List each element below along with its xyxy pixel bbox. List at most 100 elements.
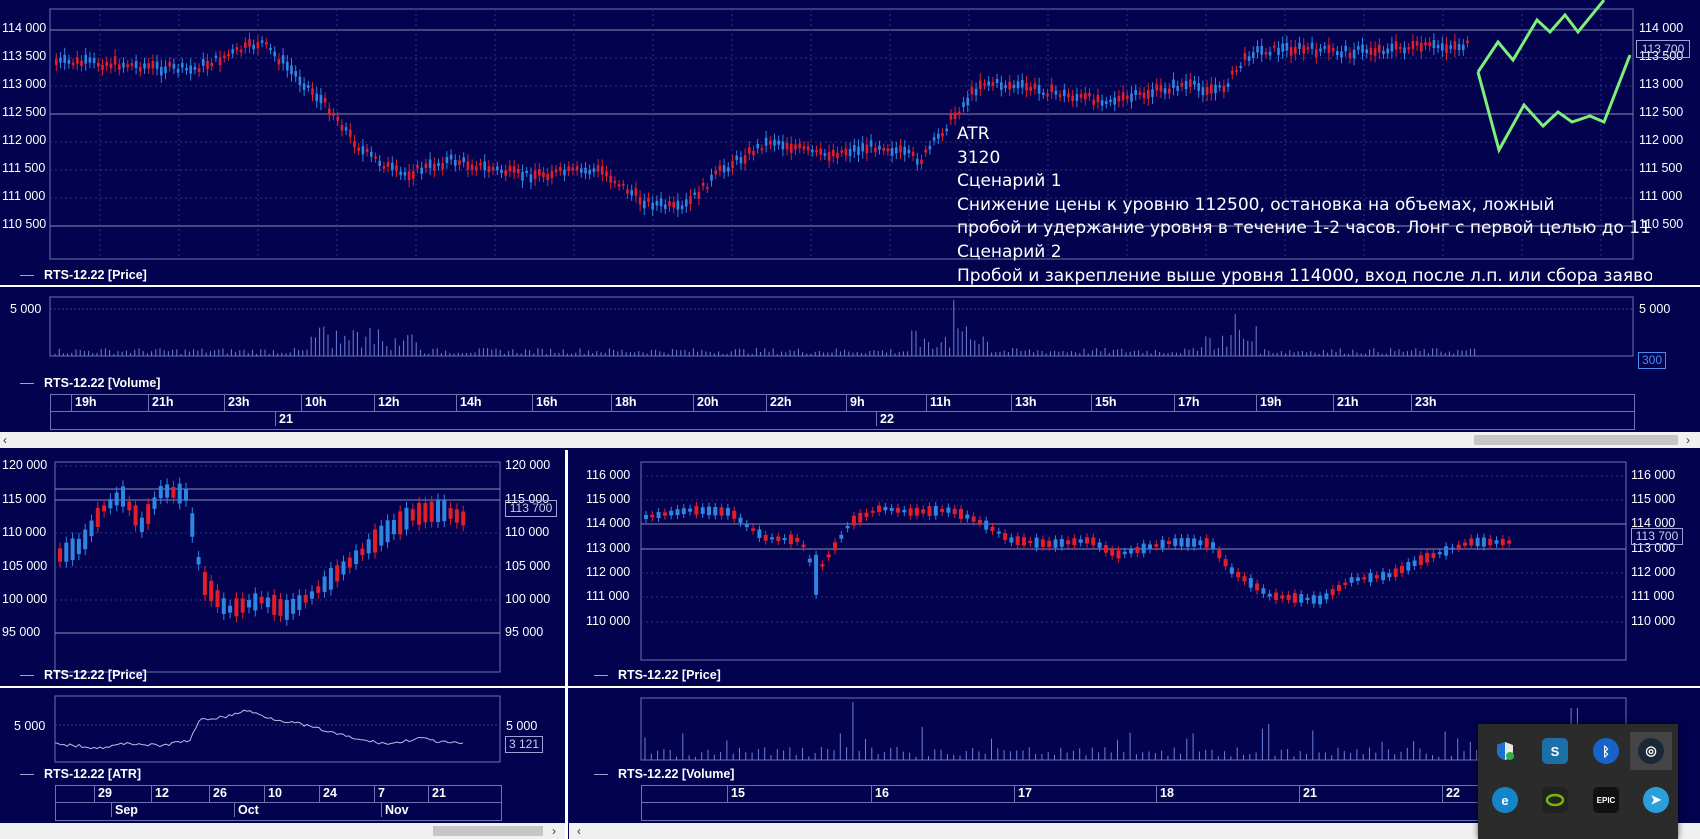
br-price-chart[interactable] <box>569 450 1700 687</box>
candle-body <box>127 501 132 511</box>
candle-body <box>965 514 970 519</box>
candle-body <box>1294 46 1297 54</box>
br-scroll-left-icon[interactable]: ‹ <box>577 824 581 838</box>
candle-body <box>322 576 327 592</box>
candle-body <box>1159 84 1163 92</box>
y-tick-right: 113 000 <box>1639 77 1684 91</box>
candle-body <box>1201 87 1205 96</box>
y-tick-right: 111 500 <box>1639 161 1683 175</box>
candle-body <box>1450 547 1455 550</box>
candle-body <box>1004 84 1007 88</box>
candle-body <box>732 510 737 519</box>
top-price-chart[interactable] <box>0 0 1700 284</box>
candle-body <box>118 64 121 70</box>
candle-body <box>1189 79 1192 87</box>
time-tick: 12h <box>374 395 400 411</box>
candle-body <box>1142 92 1146 99</box>
time-tick: 17h <box>1174 395 1200 411</box>
candle-body <box>508 165 512 172</box>
candle-body <box>839 534 844 539</box>
candle-body <box>382 165 386 169</box>
br-time-axis: 15 16 17 18 21 22 <box>641 785 1628 821</box>
br-y-tick-left: 116 000 <box>586 468 631 482</box>
candle-body <box>1393 568 1398 577</box>
candle-body <box>454 159 457 166</box>
scroll-thumb[interactable] <box>1474 435 1678 445</box>
bl-y-tick-left: 105 000 <box>2 559 48 573</box>
candle-body <box>1193 80 1196 85</box>
atr-chart[interactable] <box>0 688 565 788</box>
candle-body <box>1172 79 1175 88</box>
bl-scroll-right-icon[interactable]: › <box>552 824 556 838</box>
candle-body <box>307 85 310 88</box>
candle-body <box>1015 536 1020 546</box>
candle-body <box>1349 577 1354 583</box>
candle-body <box>1242 576 1247 582</box>
candle-body <box>311 88 314 95</box>
candle-body <box>1368 572 1373 583</box>
br-day-tick: 22 <box>1442 786 1460 802</box>
candle-body <box>1116 550 1121 559</box>
candle-body <box>928 145 932 150</box>
candle-body <box>626 189 629 194</box>
time-tick: 13h <box>1011 395 1037 411</box>
sharex-icon[interactable]: S <box>1542 738 1568 764</box>
br-y-tick-right: 112 000 <box>1631 565 1676 579</box>
candle-body <box>845 525 850 529</box>
telegram-icon[interactable]: ➤ <box>1643 787 1669 813</box>
epic-games-icon[interactable]: EPIC <box>1593 787 1619 813</box>
edge-update-icon[interactable]: e <box>1492 787 1518 813</box>
candle-body <box>1500 538 1505 546</box>
candle-body <box>121 486 125 507</box>
candle-body <box>857 146 860 155</box>
defender-icon[interactable] <box>1492 738 1518 764</box>
candle-body <box>1469 538 1474 546</box>
top-volume-chart[interactable] <box>0 288 1700 434</box>
candle-body <box>197 68 201 72</box>
candle-body <box>672 202 675 208</box>
candle-body <box>878 145 881 150</box>
bl-y-tick-left: 110 000 <box>2 525 47 539</box>
nvidia-icon[interactable] <box>1542 787 1568 813</box>
candle-body <box>638 197 642 205</box>
bl-scrollbar[interactable]: › <box>0 823 565 839</box>
candle-body <box>122 62 125 68</box>
candle-body <box>971 516 976 522</box>
candle-body <box>719 507 724 516</box>
candle-body <box>634 188 638 196</box>
scenario-annotation: ATR 3120 Сценарий 1 Снижение цены к уров… <box>957 123 1652 285</box>
candle-body <box>521 171 524 181</box>
candle-body <box>1428 42 1431 47</box>
candle-body <box>751 528 756 531</box>
br-price-legend: RTS-12.22 [Price] <box>594 668 721 682</box>
y-tick-right: 111 000 <box>1639 189 1683 203</box>
candle-body <box>487 166 491 172</box>
bl-scroll-thumb[interactable] <box>433 826 543 836</box>
candle-body <box>1100 100 1104 106</box>
candle-body <box>177 483 182 504</box>
scroll-left-icon[interactable]: ‹ <box>3 433 7 447</box>
candle-body <box>1012 84 1016 89</box>
time-tick: 21h <box>1333 395 1359 411</box>
top-volume-panel: 5 000 5 000 300 RTS-12.22 [Volume] 19h 21… <box>0 288 1700 434</box>
top-scrollbar[interactable]: ‹ › <box>0 432 1700 448</box>
candle-body <box>1441 43 1444 51</box>
candle-body <box>265 42 268 45</box>
candle-body <box>710 174 713 181</box>
bluetooth-icon[interactable]: ᛒ <box>1593 738 1619 764</box>
candle-body <box>196 556 201 565</box>
candle-body <box>1180 82 1184 87</box>
candle-body <box>1078 539 1083 543</box>
steam-icon[interactable]: ◎ <box>1630 732 1672 770</box>
candle-body <box>181 63 184 68</box>
candle-body <box>886 148 890 152</box>
bl-price-chart[interactable] <box>0 450 565 687</box>
candle-body <box>1445 44 1448 54</box>
candle-body <box>423 503 428 523</box>
candle-body <box>650 514 655 518</box>
candle-body <box>298 76 302 86</box>
br-scrollbar[interactable]: ‹ <box>569 823 1700 839</box>
time-tick: 19h <box>1256 395 1282 411</box>
scroll-right-icon[interactable]: › <box>1686 433 1690 447</box>
candle-body <box>1054 90 1058 95</box>
